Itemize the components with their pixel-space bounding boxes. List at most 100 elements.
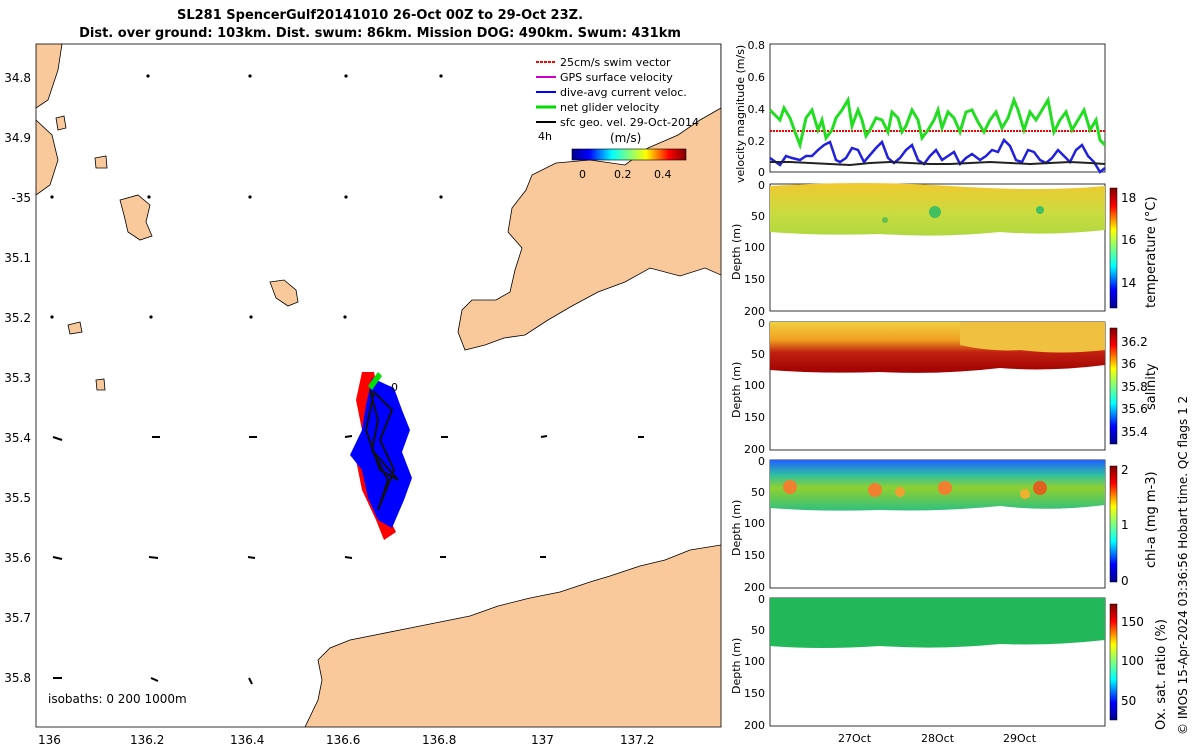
vel-ytick: 0.2 [748, 135, 766, 148]
lon-tick: 136.8 [422, 733, 456, 747]
legend-geo-label: sfc geo. vel. 29-Oct-2014 [560, 116, 699, 129]
sal-colorbar [1109, 327, 1118, 445]
temp-cbar-tick: 14 [1121, 276, 1136, 290]
ox-cbar-tick: 150 [1121, 615, 1144, 629]
lat-tick: 34.8 [4, 71, 31, 85]
land-islet-1 [67, 321, 83, 335]
lon-tick: 136.6 [326, 733, 360, 747]
lon-tick: 137 [531, 733, 554, 747]
temp-colorbar [1109, 187, 1118, 309]
chl-cbar-label: chl-a (mg m-3) [1144, 471, 1159, 568]
lat-tick: 34.9 [4, 131, 31, 145]
lon-tick: 136.2 [130, 733, 164, 747]
ox-cbar-tick: 50 [1121, 694, 1136, 708]
sal-cbar-label: salinity [1144, 363, 1159, 410]
track-start-marker: 0 [391, 381, 398, 394]
depth-tick: 0 [758, 317, 765, 330]
depth-tick: 200 [744, 581, 765, 594]
land-island-mid [269, 279, 299, 307]
chl-depth-label: Depth (m) [730, 500, 743, 556]
land-southern-coast [304, 544, 721, 727]
depth-tick: 100 [744, 655, 765, 668]
sfc-geo-vel-arrows [50, 74, 644, 685]
sal-cbar-tick: 36.2 [1121, 335, 1148, 349]
land-islet-2 [95, 378, 106, 391]
colorbar-units: (m/s) [610, 131, 641, 145]
depth-tick: 100 [744, 379, 765, 392]
temp-depth-ticks: 0 50 100 150 200 [744, 179, 765, 318]
sal-cbar-tick: 35.8 [1121, 380, 1148, 394]
temp-cbar-label: temperature (°C) [1144, 196, 1159, 308]
sal-cbar-tick: 35.6 [1121, 402, 1148, 416]
colorbar-tick-2: 0.4 [654, 168, 672, 181]
legend-net-label: net glider velocity [560, 101, 660, 114]
lat-tick: 35.7 [4, 611, 31, 625]
lat-tick: 35.2 [4, 311, 31, 325]
current-veloc-blue [350, 378, 412, 528]
imos-credit: © IMOS 15-Apr-2024 03:36:56 Hobart time.… [1176, 395, 1190, 735]
chla-panel: 0 50 100 150 200 Depth (m) 2 1 0 chl-a (… [730, 455, 1159, 594]
temperature-panel: 0 50 100 150 200 Depth (m) 18 16 14 temp… [730, 179, 1159, 318]
land-islet-4 [94, 155, 108, 169]
lat-tick: 35.8 [4, 671, 31, 685]
ox-colorbar [1109, 603, 1118, 721]
depth-tick: 50 [751, 210, 765, 223]
land-eyre-peninsula-east [457, 44, 721, 351]
depth-tick: 0 [758, 179, 765, 192]
lon-tick: 136 [38, 733, 61, 747]
chl-cbar-tick: 1 [1121, 518, 1129, 532]
time-tick: 29Oct [1003, 732, 1037, 745]
velocity-yticks: 0.8 0.6 0.4 0.2 0 [748, 39, 766, 179]
chl-depth-ticks: 0 50 100 150 200 [744, 455, 765, 594]
lat-tick: 35.6 [4, 551, 31, 565]
glider-track [350, 372, 412, 540]
land-islet-3 [55, 115, 67, 131]
ox-colorbar-ticks: 150 100 50 [1121, 615, 1144, 708]
ox-cbar-label: Ox. sat. ratio (%) [1154, 619, 1169, 730]
depth-tick: 200 [744, 443, 765, 456]
ox-depth-label: Depth (m) [730, 638, 743, 694]
isobaths-note: isobaths: 0 200 1000m [48, 692, 187, 706]
velocity-ylabel: velocity magnitude (m/s) [734, 45, 747, 183]
ox-depth-ticks: 0 50 100 150 200 [744, 593, 765, 732]
chl-colorbar [1109, 465, 1118, 583]
net-velocity-series [768, 95, 1107, 151]
lat-tick: 35.4 [4, 431, 31, 445]
depth-tick: 200 [744, 305, 765, 318]
temp-cbar-tick: 16 [1121, 233, 1136, 247]
temp-depth-label: Depth (m) [730, 224, 743, 280]
depth-tick: 0 [758, 593, 765, 606]
land-western-coast [36, 119, 59, 196]
plot-title-line1: SL281 SpencerGulf20141010 26-Oct 00Z to … [176, 8, 584, 23]
colorbar-tick-0: 0 [579, 168, 586, 181]
map-lat-ticks: 34.8 34.9 -35 35.1 35.2 35.3 35.4 35.5 3… [4, 71, 31, 685]
lat-tick: 35.3 [4, 371, 31, 385]
oxygen-panel: 0 50 100 150 200 Depth (m) 150 100 50 Ox… [730, 593, 1169, 732]
land-island-large [119, 194, 153, 241]
legend-gps-label: GPS surface velocity [560, 71, 673, 84]
chl-cbar-tick: 2 [1121, 463, 1129, 477]
chl-colorbar-ticks: 2 1 0 [1121, 463, 1129, 588]
colorbar-tick-1: 0.2 [614, 168, 632, 181]
vel-ytick: 0.4 [748, 103, 766, 116]
depth-tick: 150 [744, 411, 765, 424]
velocity-panel: 0.8 0.6 0.4 0.2 0 velocity magnitude (m/… [734, 39, 1107, 183]
vel-ytick: 0 [758, 166, 765, 179]
geo-velocity-series [770, 160, 1106, 167]
chl-cbar-tick: 0 [1121, 574, 1129, 588]
salinity-panel: 0 50 100 150 200 Depth (m) 36.2 36 35.8 … [730, 317, 1159, 456]
speed-colorbar [571, 148, 687, 161]
ox-cbar-tick: 100 [1121, 654, 1144, 668]
time-axis-ticks: 27Oct 28Oct 29Oct [838, 732, 1037, 745]
lat-tick: 35.1 [4, 251, 31, 265]
legend-swim-label: 25cm/s swim vector [560, 56, 671, 69]
lat-tick: 35.5 [4, 491, 31, 505]
sal-cbar-tick: 35.4 [1121, 425, 1148, 439]
temp-colorbar-ticks: 18 16 14 [1121, 191, 1136, 290]
depth-tick: 150 [744, 273, 765, 286]
depth-tick: 150 [744, 549, 765, 562]
track-line [364, 389, 399, 511]
vel-ytick: 0.8 [748, 39, 766, 52]
sal-colorbar-ticks: 36.2 36 35.8 35.6 35.4 [1121, 335, 1148, 439]
